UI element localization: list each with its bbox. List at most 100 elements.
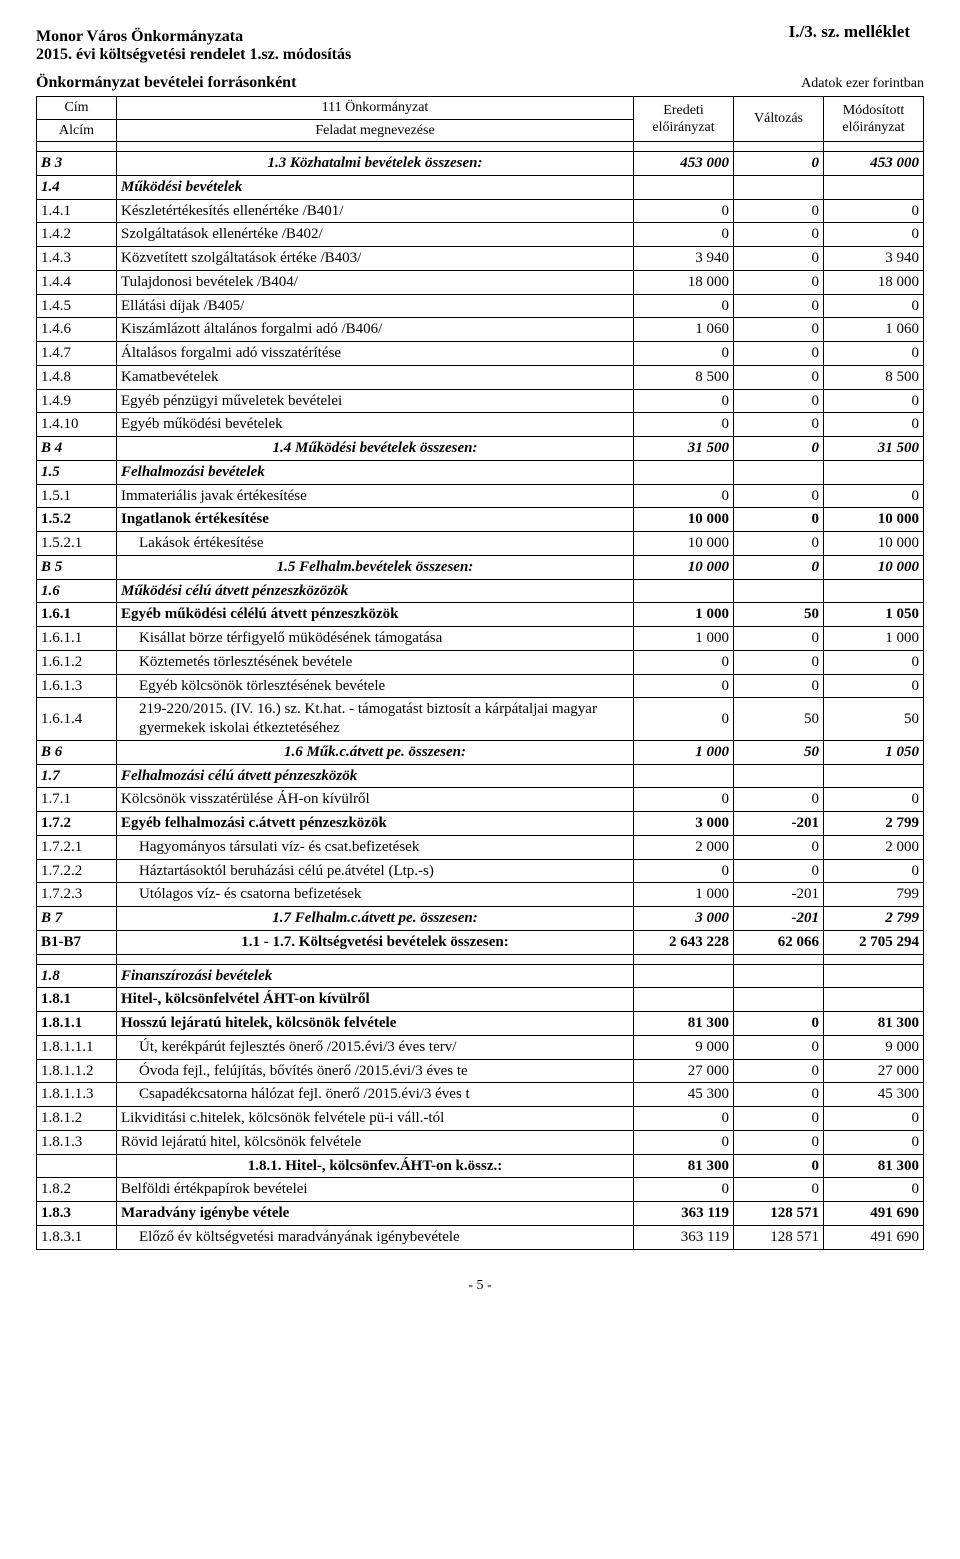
row-change: 50: [734, 603, 824, 627]
row-code: 1.7.2.3: [37, 883, 117, 907]
row-code: 1.5.2.1: [37, 532, 117, 556]
row-code: 1.6.1.1: [37, 627, 117, 651]
row-modified: 8 500: [824, 365, 924, 389]
row-code: B 5: [37, 555, 117, 579]
th-c1: Eredeti előirányzat: [634, 97, 734, 142]
row-modified: 0: [824, 1107, 924, 1131]
row-code: [37, 1154, 117, 1178]
org-line-2: 2015. évi költségvetési rendelet 1.sz. m…: [36, 46, 924, 64]
row-original: 45 300: [634, 1083, 734, 1107]
table-row: 1.7.2.2Háztartásoktól beruházási célú pe…: [37, 859, 924, 883]
table-row: 1.8.1.2Likviditási c.hitelek, kölcsönök …: [37, 1107, 924, 1131]
row-change: [734, 988, 824, 1012]
row-label: 1.7 Felhalm.c.átvett pe. összesen:: [117, 907, 634, 931]
row-original: 0: [634, 859, 734, 883]
row-code: 1.8.1.2: [37, 1107, 117, 1131]
row-original: 0: [634, 674, 734, 698]
page-number: - 5 -: [36, 1278, 924, 1294]
row-code: 1.4.3: [37, 247, 117, 271]
row-code: 1.6.1.3: [37, 674, 117, 698]
table-row: 1.6Működési célú átvett pénzeszközözök: [37, 579, 924, 603]
row-modified: 1 000: [824, 627, 924, 651]
row-original: 0: [634, 484, 734, 508]
table-row: B1-B71.1 - 1.7. Költségvetési bevételek …: [37, 930, 924, 954]
table-row: 1.8.1.1.1Út, kerékpárút fejlesztés önerő…: [37, 1035, 924, 1059]
row-label: Utólagos víz- és csatorna befizetések: [117, 883, 634, 907]
row-change: 0: [734, 270, 824, 294]
row-label: Közvetített szolgáltatások értéke /B403/: [117, 247, 634, 271]
row-label: Egyéb pénzügyi műveletek bevételei: [117, 389, 634, 413]
row-label: Belföldi értékpapírok bevételei: [117, 1178, 634, 1202]
row-original: 81 300: [634, 1012, 734, 1036]
row-modified: [824, 175, 924, 199]
table-row: 1.8.3Maradvány igénybe vétele363 119128 …: [37, 1202, 924, 1226]
table-row: 1.5.2Ingatlanok értékesítése10 000010 00…: [37, 508, 924, 532]
row-change: 0: [734, 1083, 824, 1107]
row-original: 10 000: [634, 555, 734, 579]
row-modified: 3 940: [824, 247, 924, 271]
row-change: 0: [734, 859, 824, 883]
row-original: 1 000: [634, 883, 734, 907]
table-row: 1.4Működési bevételek: [37, 175, 924, 199]
row-code: B 7: [37, 907, 117, 931]
row-modified: 1 060: [824, 318, 924, 342]
row-label: Készletértékesítés ellenértéke /B401/: [117, 199, 634, 223]
row-original: 27 000: [634, 1059, 734, 1083]
row-change: -201: [734, 883, 824, 907]
row-original: 1 060: [634, 318, 734, 342]
row-original: 1 000: [634, 627, 734, 651]
row-label: Egyéb működési célélú átvett pénzeszközö…: [117, 603, 634, 627]
table-row: 1.7Felhalmozási célú átvett pénzeszközök: [37, 764, 924, 788]
row-modified: 50: [824, 698, 924, 741]
table-row: 1.5.1Immateriális javak értékesítése000: [37, 484, 924, 508]
row-code: 1.4.10: [37, 413, 117, 437]
table-row: 1.8.1.1.2Óvoda fejl., felújítás, bővítés…: [37, 1059, 924, 1083]
table-row: B 31.3 Közhatalmi bevételek összesen:453…: [37, 152, 924, 176]
row-change: 0: [734, 318, 824, 342]
row-change: 0: [734, 365, 824, 389]
row-change: 0: [734, 437, 824, 461]
row-original: 2 643 228: [634, 930, 734, 954]
row-code: 1.7.1: [37, 788, 117, 812]
row-code: 1.7: [37, 764, 117, 788]
row-code: 1.8.1.1: [37, 1012, 117, 1036]
row-label: Köztemetés törlesztésének bevétele: [117, 650, 634, 674]
table-row: 1.5.2.1Lakások értékesítése10 000010 000: [37, 532, 924, 556]
row-label: Kiszámlázott általános forgalmi adó /B40…: [117, 318, 634, 342]
row-change: 0: [734, 1130, 824, 1154]
table-row: 1.6.1.3Egyéb kölcsönök törlesztésének be…: [37, 674, 924, 698]
row-code: 1.4.5: [37, 294, 117, 318]
row-code: 1.4.8: [37, 365, 117, 389]
row-modified: 81 300: [824, 1154, 924, 1178]
row-change: 0: [734, 555, 824, 579]
row-original: 0: [634, 342, 734, 366]
table-row: 1.5Felhalmozási bevételek: [37, 460, 924, 484]
row-label: Egyéb kölcsönök törlesztésének bevétele: [117, 674, 634, 698]
row-change: 0: [734, 389, 824, 413]
row-change: 128 571: [734, 1225, 824, 1249]
row-original: [634, 175, 734, 199]
th-cim: Cím: [37, 97, 117, 120]
row-original: 0: [634, 294, 734, 318]
table-row: 1.8.1. Hitel-, kölcsönfev.ÁHT-on k.össz.…: [37, 1154, 924, 1178]
row-label: Ingatlanok értékesítése: [117, 508, 634, 532]
row-code: 1.5.1: [37, 484, 117, 508]
table-row: 1.4.5Ellátási díjak /B405/000: [37, 294, 924, 318]
row-modified: 0: [824, 788, 924, 812]
row-original: 0: [634, 223, 734, 247]
row-change: 0: [734, 199, 824, 223]
th-h2: Feladat megnevezése: [117, 119, 634, 142]
table-row: 1.4.3Közvetített szolgáltatások értéke /…: [37, 247, 924, 271]
row-code: 1.4: [37, 175, 117, 199]
row-label: Kisállat börze térfigyelő müködésének tá…: [117, 627, 634, 651]
row-original: 363 119: [634, 1202, 734, 1226]
row-change: 0: [734, 223, 824, 247]
row-modified: 81 300: [824, 1012, 924, 1036]
row-change: 50: [734, 698, 824, 741]
row-code: 1.8: [37, 964, 117, 988]
row-original: [634, 579, 734, 603]
row-code: 1.6.1.4: [37, 698, 117, 741]
row-modified: 0: [824, 342, 924, 366]
row-modified: [824, 579, 924, 603]
row-modified: 10 000: [824, 532, 924, 556]
